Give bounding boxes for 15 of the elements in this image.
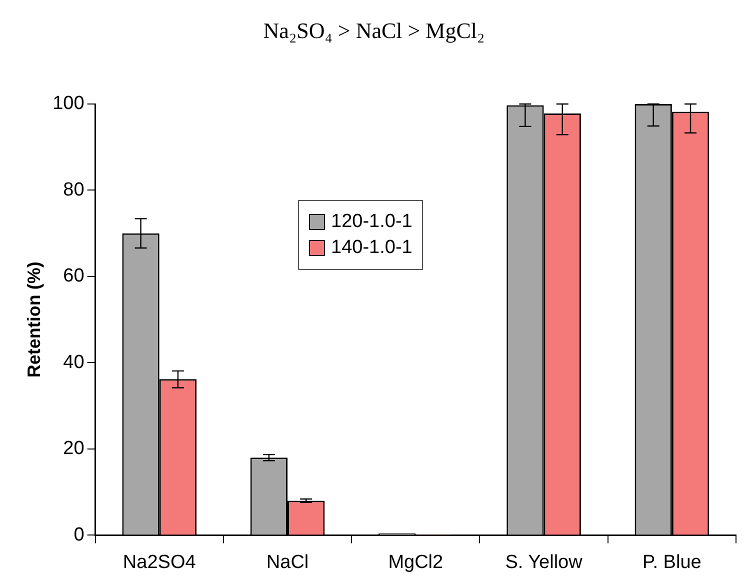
legend-label: 140-1.0-1 <box>331 237 412 259</box>
y-tick-label: 20 <box>63 438 84 460</box>
y-tick-label: 0 <box>74 524 84 546</box>
legend-label: 120-1.0-1 <box>331 211 412 233</box>
x-tick-label: S. Yellow <box>505 552 583 573</box>
x-tick-label: Na2SO4 <box>122 552 196 573</box>
x-tick-label: P. Blue <box>642 552 702 573</box>
chart-title: Na₂SO₄ > NaCl > MgCl₂ <box>262 18 486 44</box>
y-axis-title: Retention (%) <box>24 262 44 378</box>
x-tick-label: NaCl <box>266 552 309 573</box>
y-tick-label: 100 <box>52 93 84 114</box>
y-tick-label: 40 <box>63 352 84 373</box>
y-tick-label: 60 <box>63 266 84 287</box>
y-tick-label: 80 <box>63 179 84 200</box>
x-tick-label: MgCl2 <box>388 552 444 573</box>
